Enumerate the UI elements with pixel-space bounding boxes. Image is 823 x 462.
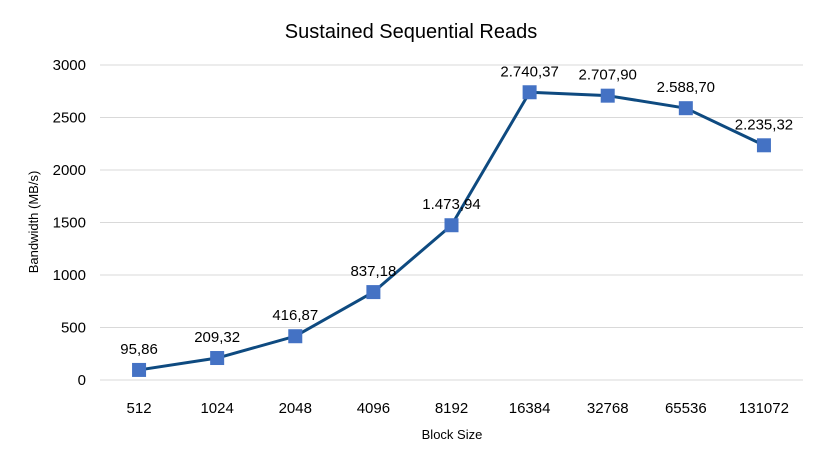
chart-title: Sustained Sequential Reads — [285, 21, 537, 43]
y-axis-title: Bandwidth (MB/s) — [26, 171, 41, 274]
data-labels: 95,86 209,32 416,87 837,18 1.473,94 2.740,37 2… — [120, 63, 793, 358]
y-tick-label: 3000 — [53, 57, 86, 74]
data-label: 416,87 — [272, 307, 318, 324]
data-label: 209,32 — [194, 329, 240, 346]
x-axis-title: Block Size — [422, 427, 483, 442]
data-label: 2.740,37 — [500, 63, 558, 80]
y-axis-ticks: 0 500 1000 1500 2000 2500 3000 — [53, 57, 86, 389]
series-group — [132, 85, 771, 377]
x-tick-label: 16384 — [509, 400, 551, 417]
data-point-marker — [366, 285, 381, 300]
y-tick-label: 2500 — [53, 110, 86, 127]
data-point-marker — [756, 138, 771, 153]
data-point-marker — [678, 101, 693, 116]
x-tick-label: 32768 — [587, 400, 629, 417]
y-tick-label: 0 — [78, 372, 86, 389]
data-point-marker — [288, 329, 303, 344]
y-tick-label: 500 — [61, 320, 86, 337]
data-label: 2.235,32 — [735, 116, 793, 133]
y-tick-label: 1000 — [53, 267, 86, 284]
data-label: 2.588,70 — [657, 79, 715, 96]
x-tick-label: 8192 — [435, 400, 468, 417]
x-tick-label: 512 — [127, 400, 152, 417]
y-tick-label: 2000 — [53, 162, 86, 179]
data-point-marker — [132, 362, 147, 377]
x-axis-ticks: 512 1024 2048 4096 8192 16384 32768 65536 131072 — [127, 400, 789, 417]
x-tick-label: 131072 — [739, 400, 789, 417]
data-label: 2.707,90 — [579, 67, 637, 84]
x-tick-label: 1024 — [200, 400, 233, 417]
y-tick-label: 1500 — [53, 215, 86, 232]
data-label: 95,86 — [120, 341, 158, 358]
data-point-marker — [444, 218, 459, 233]
data-point-marker — [600, 88, 615, 103]
gridlines — [100, 64, 803, 381]
data-label: 1.473,94 — [422, 196, 480, 213]
x-tick-label: 4096 — [357, 400, 390, 417]
data-point-marker — [522, 85, 537, 100]
data-point-marker — [210, 351, 225, 366]
data-label: 837,18 — [350, 263, 396, 280]
x-tick-label: 2048 — [279, 400, 312, 417]
x-tick-label: 65536 — [665, 400, 707, 417]
